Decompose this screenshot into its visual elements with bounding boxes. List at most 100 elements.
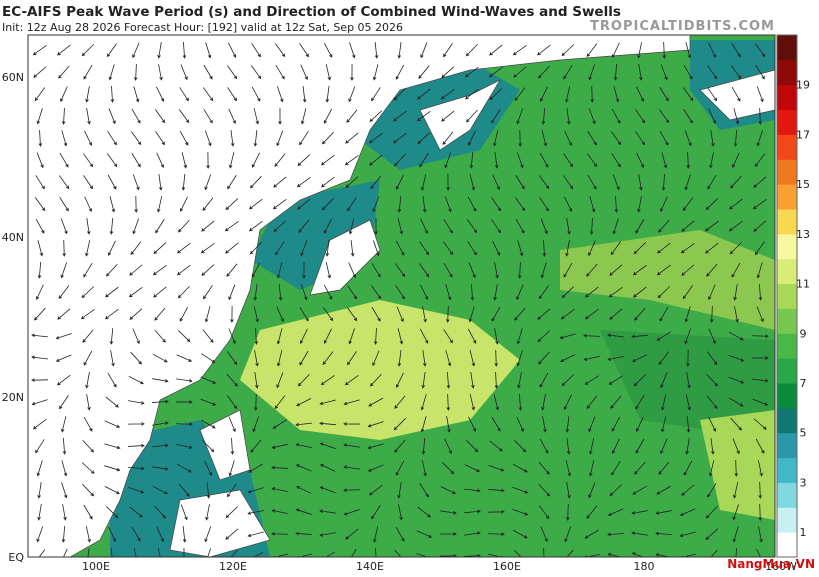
arrow xyxy=(130,351,142,365)
arrow xyxy=(444,152,452,169)
arrow xyxy=(566,482,571,499)
arrow xyxy=(344,154,359,166)
arrow xyxy=(732,526,739,543)
arrow xyxy=(660,438,668,455)
arrow xyxy=(153,242,167,255)
arrow xyxy=(514,197,526,212)
arrow xyxy=(707,65,718,80)
arrow xyxy=(538,175,550,190)
arrow xyxy=(276,350,283,367)
arrow xyxy=(662,41,667,59)
arrow xyxy=(157,42,162,59)
arrow xyxy=(392,132,407,144)
arrow xyxy=(395,372,404,388)
arrow xyxy=(488,464,505,472)
arrow xyxy=(729,242,742,255)
arrow xyxy=(733,482,739,499)
arrow xyxy=(758,107,762,125)
land xyxy=(169,489,271,557)
arrow xyxy=(633,374,646,387)
arrow xyxy=(201,353,216,363)
arrow xyxy=(584,375,599,385)
arrow xyxy=(133,63,138,81)
arrow xyxy=(566,108,571,125)
arrow xyxy=(227,87,237,102)
arrow xyxy=(343,509,360,516)
arrow xyxy=(296,485,312,494)
arrow xyxy=(733,129,738,147)
arrow xyxy=(319,464,336,472)
arrow xyxy=(276,262,283,279)
arrow xyxy=(253,284,258,301)
arrow xyxy=(541,130,548,147)
arrow xyxy=(631,334,649,339)
arrow xyxy=(584,554,600,557)
arrow xyxy=(157,196,163,213)
land xyxy=(699,69,775,121)
arrow xyxy=(470,283,475,301)
arrow xyxy=(176,264,191,276)
arrow xyxy=(464,531,481,536)
arrow xyxy=(538,65,550,79)
lat-label: 60N xyxy=(2,71,24,84)
arrow xyxy=(61,525,66,543)
arrow xyxy=(371,87,381,102)
arrow xyxy=(612,218,619,235)
mid-period xyxy=(600,330,775,440)
arrow xyxy=(296,176,311,188)
arrow xyxy=(684,174,691,191)
arrow xyxy=(227,175,237,190)
arrow xyxy=(730,65,742,80)
arrow xyxy=(325,64,331,81)
arrow xyxy=(656,264,671,276)
arrow xyxy=(60,86,68,103)
arrow xyxy=(277,86,284,103)
arrow xyxy=(230,305,234,323)
arrow xyxy=(731,262,741,278)
arrow xyxy=(151,399,169,404)
arrow xyxy=(709,305,714,323)
arrow xyxy=(58,285,70,300)
arrow xyxy=(325,240,330,257)
arrow xyxy=(730,175,742,189)
arrow xyxy=(247,531,264,538)
arrow xyxy=(584,529,600,539)
arrow xyxy=(638,174,643,191)
arrow xyxy=(755,65,765,80)
arrow xyxy=(83,64,93,80)
arrow xyxy=(442,462,455,475)
arrow xyxy=(200,398,217,406)
arrow xyxy=(225,528,239,540)
arrow xyxy=(517,240,524,257)
arrow xyxy=(154,329,166,343)
colorbar-swatch xyxy=(777,432,797,459)
arrow xyxy=(728,376,745,384)
arrow xyxy=(588,416,596,433)
arrow xyxy=(566,218,571,235)
arrow xyxy=(732,152,740,169)
arrow xyxy=(397,196,402,213)
arrow xyxy=(470,372,475,389)
arrow xyxy=(130,241,142,255)
arrow xyxy=(271,487,288,493)
arrow xyxy=(104,286,119,298)
colorbar-frame xyxy=(776,34,798,558)
arrow xyxy=(752,198,767,210)
arrow xyxy=(540,218,548,235)
arrow xyxy=(230,130,235,147)
arrow xyxy=(155,131,165,146)
arrow xyxy=(179,196,188,212)
arrow xyxy=(489,88,503,101)
arrow xyxy=(179,130,189,146)
arrow xyxy=(60,416,67,433)
arrow xyxy=(445,284,452,301)
arrow xyxy=(583,333,601,338)
arrow xyxy=(543,547,545,557)
arrow xyxy=(494,262,499,279)
lon-label: 180 xyxy=(634,560,655,573)
arrow xyxy=(176,443,193,449)
arrow xyxy=(397,42,402,59)
arrow xyxy=(397,350,402,367)
arrow xyxy=(176,354,193,362)
arrow xyxy=(178,483,190,497)
